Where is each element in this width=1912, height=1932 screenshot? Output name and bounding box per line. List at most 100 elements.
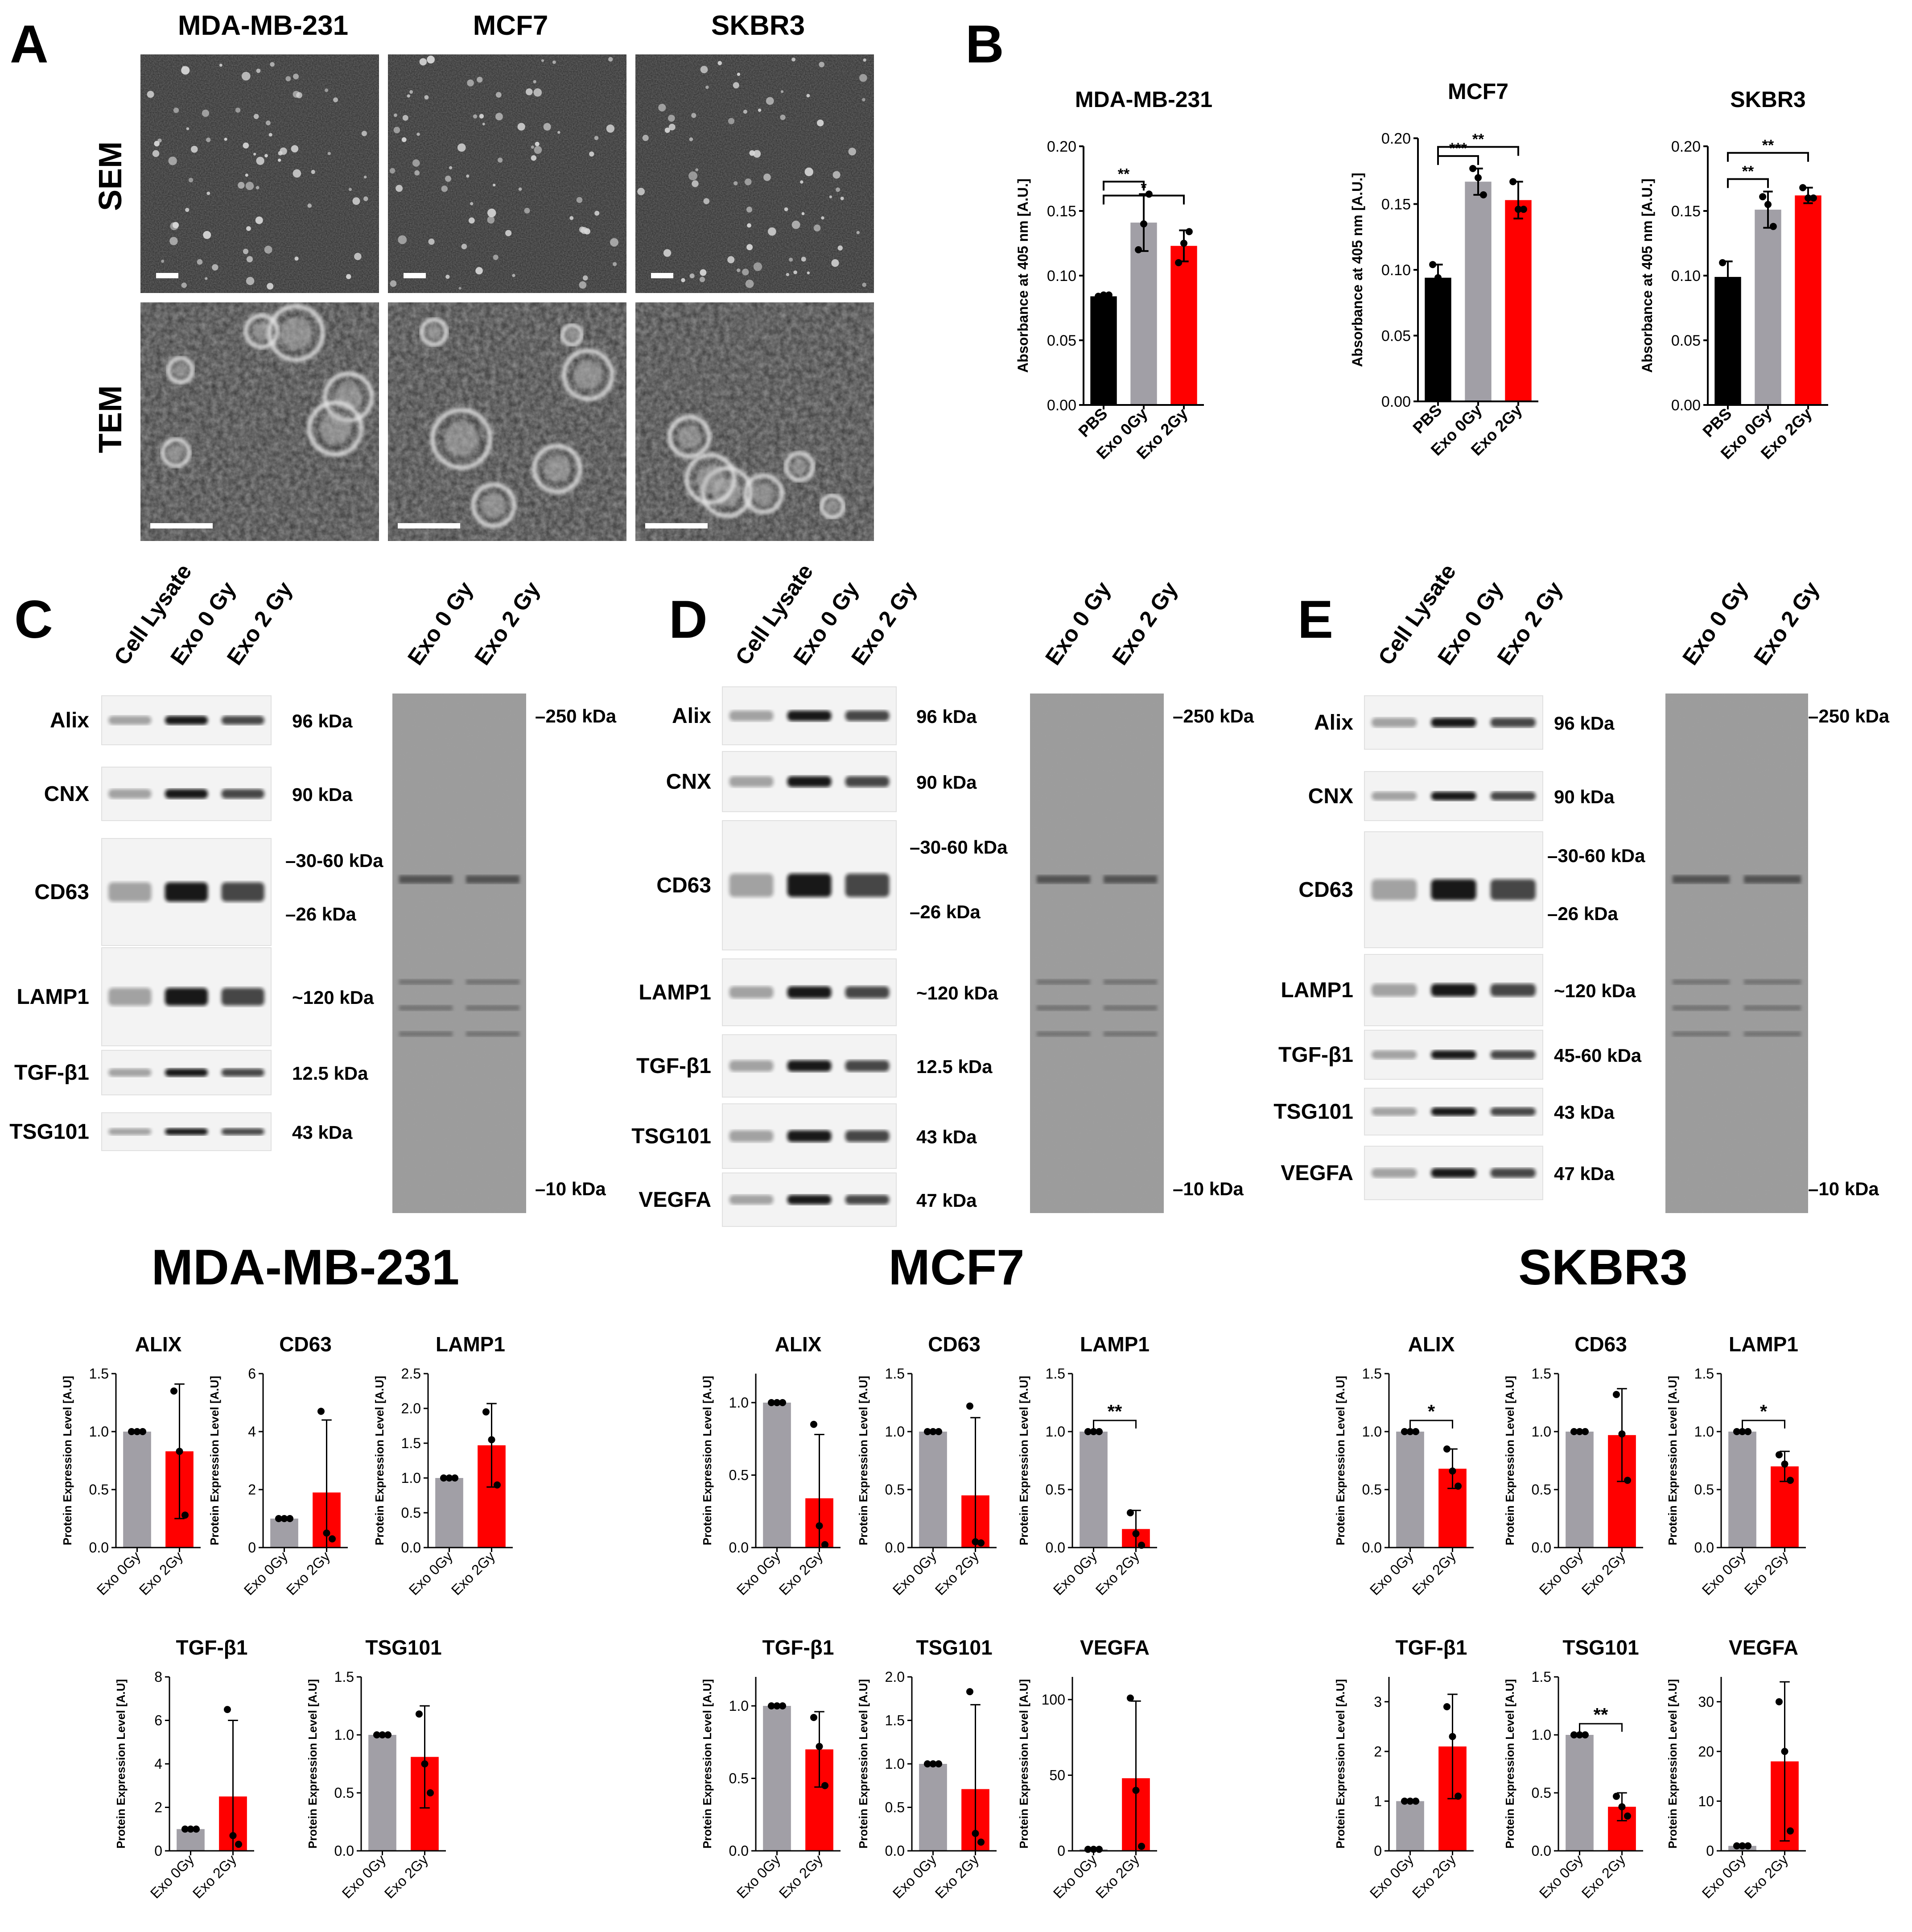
bar [1090, 296, 1117, 405]
blot-label: VEGFA [1281, 1161, 1353, 1185]
data-point [972, 1538, 979, 1545]
significance-bracket [1103, 181, 1145, 191]
ponceau-marker: –250 kDa [1173, 706, 1254, 727]
data-point [1455, 1792, 1462, 1800]
y-tick-label: 0.0 [1362, 1540, 1382, 1556]
group-title-mcf7: MCF7 [889, 1239, 1025, 1295]
blot-label: CD63 [656, 874, 711, 897]
x-tick-label: PBS [1075, 405, 1111, 441]
blot-label: Alix [50, 709, 89, 732]
chart-MCF7-TGFB1: TGF-β1 Protein Expression Level [A.U] 0.0 0… [701, 1636, 841, 1902]
y-tick-label: 0.5 [1362, 1482, 1382, 1498]
data-point [1132, 1530, 1140, 1537]
data-point [1733, 1428, 1740, 1435]
data-point [170, 1387, 177, 1395]
y-axis-label: Protein Expression Level [A.U] [373, 1376, 386, 1545]
chart-MDA-TGFB1: TGF-β1 Protein Expression Level [A.U] 0 2 4 6… [114, 1636, 254, 1902]
ponceau-lane-header: Exo 0 Gy [403, 577, 478, 670]
y-tick-label: 1.0 [1532, 1727, 1551, 1743]
significance-label: * [1428, 1401, 1435, 1422]
data-point [773, 1399, 781, 1406]
chart-title: TSG101 [365, 1636, 441, 1659]
blot-label: LAMP1 [1281, 978, 1353, 1002]
data-point [1805, 194, 1812, 202]
x-tick-label: Exo 2Gy [1092, 1548, 1142, 1598]
y-tick-label: 100 [1042, 1692, 1065, 1708]
bar [1505, 200, 1532, 401]
y-tick-label: 1.0 [1362, 1424, 1382, 1440]
blot-label: TSG101 [1273, 1100, 1353, 1124]
y-tick-label: 0.10 [1381, 262, 1411, 279]
y-tick-label: 0.05 [1047, 332, 1076, 349]
sem-micrograph-2 [635, 54, 874, 293]
y-tick-label: 1.5 [1362, 1366, 1382, 1382]
sem-micrograph-0 [140, 54, 379, 293]
data-point [972, 1830, 979, 1837]
data-point [773, 1702, 781, 1709]
x-tick-label: Exo 2Gy [1578, 1851, 1628, 1901]
panel-letter: E [1298, 590, 1333, 649]
chart-SK-VEGFA: VEGFA Protein Expression Level [A.U] 0 10 20… [1666, 1636, 1806, 1902]
data-point [187, 1825, 194, 1833]
blot-strip-cd63 [722, 820, 897, 950]
data-point [1624, 1477, 1632, 1484]
scale-bar [651, 273, 673, 278]
y-tick-label: 0.5 [729, 1467, 749, 1483]
chart-title: MDA-MB-231 [1075, 87, 1212, 112]
blot-label: CD63 [1298, 878, 1353, 902]
data-point [1135, 246, 1142, 253]
bar [1425, 277, 1451, 401]
bar [270, 1519, 298, 1548]
y-tick-label: 1.5 [1532, 1366, 1551, 1382]
tem-micrograph-0 [140, 302, 379, 541]
bar [435, 1478, 463, 1548]
y-axis-label: Protein Expression Level [A.U] [114, 1679, 128, 1849]
data-point [1406, 1797, 1414, 1805]
data-point [329, 1535, 336, 1543]
y-tick-label: 2.5 [401, 1366, 421, 1382]
data-point [935, 1428, 943, 1435]
chart-B-MCF7: MCF7 Absorbance at 405 nm [A.U.] 0.00 0.05 0… [1349, 79, 1538, 459]
blot-strip-tsg101 [1364, 1088, 1543, 1135]
data-point [1449, 1733, 1456, 1740]
data-point [494, 1481, 501, 1489]
y-tick-label: 1.5 [885, 1366, 905, 1382]
chart-title: ALIX [1408, 1333, 1455, 1356]
y-tick-label: 0.0 [885, 1540, 905, 1556]
data-point [193, 1825, 200, 1833]
x-tick-label: Exo 0Gy [1050, 1851, 1100, 1901]
y-tick-label: 1.5 [334, 1669, 354, 1685]
data-point [1775, 1451, 1783, 1458]
blot-label: CD63 [34, 880, 89, 904]
chart-MDA-ALIX: ALIX Protein Expression Level [A.U] 0.0 0.5… [61, 1333, 201, 1598]
bar [919, 1432, 947, 1548]
data-point [810, 1420, 817, 1428]
data-point [816, 1522, 823, 1530]
ponceau-lane-header: Exo 2 Gy [1107, 577, 1183, 670]
panel-a-col-skbr3: SKBR3 [711, 10, 805, 41]
ponceau-lane-header: Exo 2 Gy [1749, 577, 1824, 670]
blot-strip-cnx [1364, 771, 1543, 821]
data-point [1764, 201, 1772, 208]
kda-marker: 47 kDa [916, 1190, 977, 1211]
chart-title: TGF-β1 [176, 1636, 248, 1659]
y-axis-label: Protein Expression Level [A.U] [1017, 1376, 1030, 1545]
y-tick-label: 0.15 [1047, 203, 1076, 220]
chart-MCF7-TSG101: TSG101 Protein Expression Level [A.U] 0.0 0… [857, 1636, 997, 1902]
data-point [451, 1474, 459, 1482]
blot-strip-tgf-β1 [722, 1034, 897, 1098]
y-tick-label: 0.5 [1046, 1482, 1065, 1498]
blot-strip-vegfa [1364, 1146, 1543, 1200]
y-axis-label: Protein Expression Level [A.U] [208, 1376, 221, 1545]
panel-letter: C [14, 590, 53, 649]
data-point [1412, 1797, 1420, 1805]
x-tick-label: Exo 0Gy [733, 1851, 783, 1901]
data-point [1475, 174, 1482, 182]
y-tick-label: 0.15 [1381, 196, 1411, 213]
kda-marker: 43 kDa [292, 1122, 353, 1143]
x-tick-label: Exo 2Gy [381, 1851, 431, 1901]
data-point [821, 1541, 829, 1548]
data-point [1138, 1842, 1146, 1850]
data-point [1090, 1428, 1097, 1435]
bar [919, 1764, 947, 1851]
